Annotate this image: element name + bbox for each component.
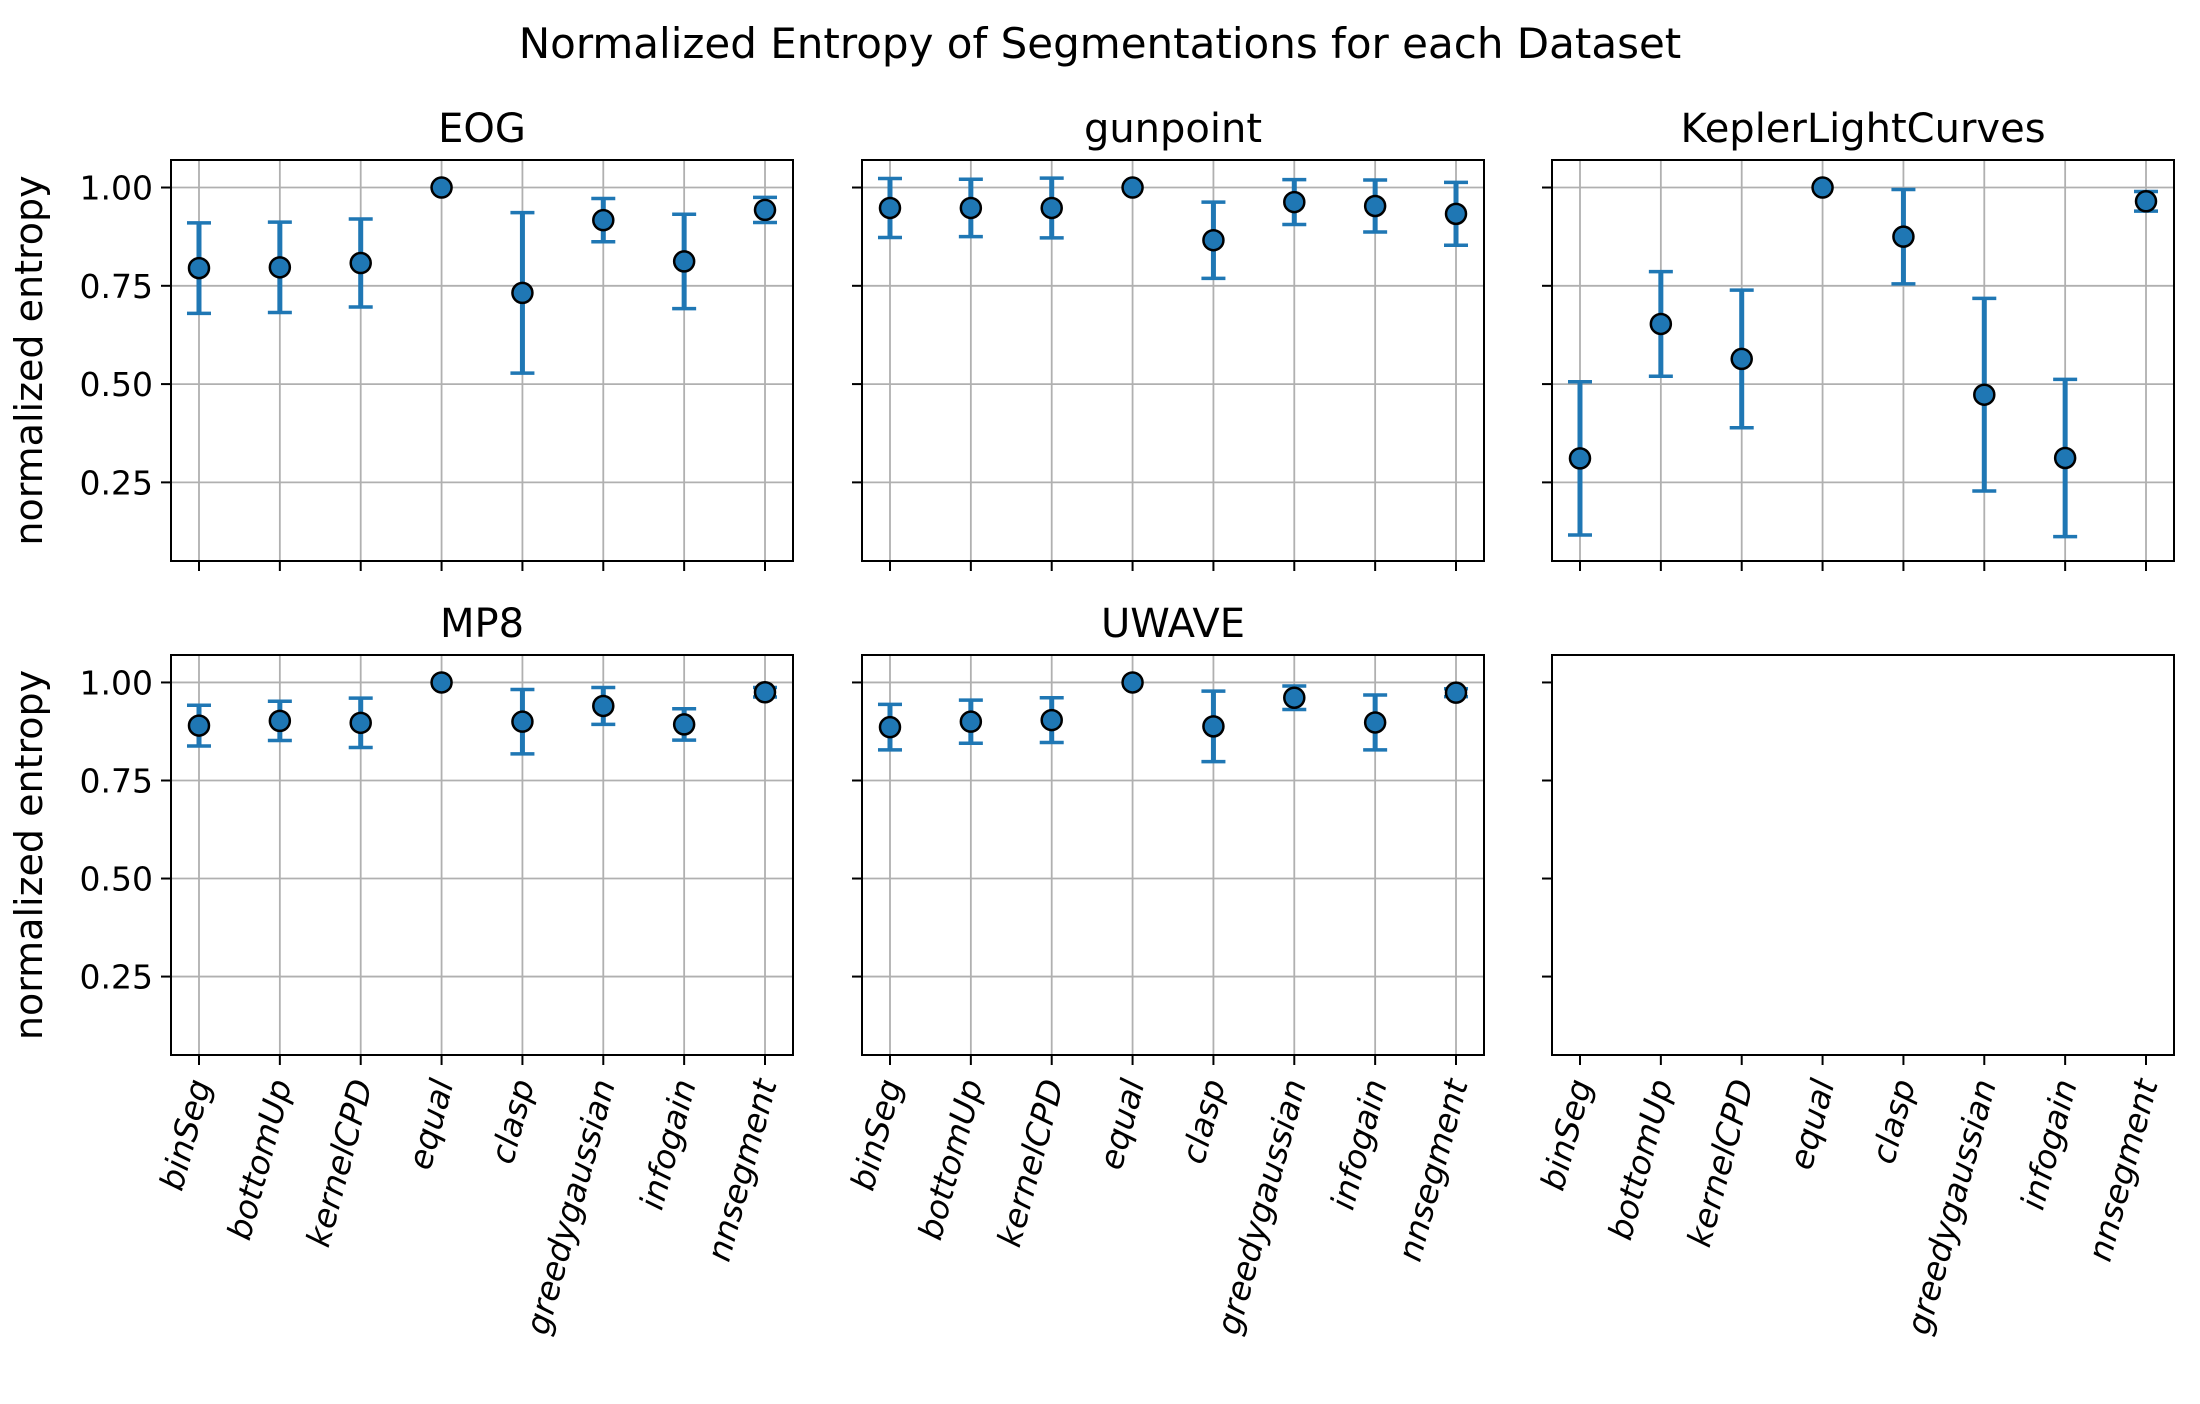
data-point — [187, 714, 211, 737]
subplot-2: gunpoint — [852, 106, 1485, 571]
x-tick-label: equal — [1781, 1075, 1842, 1174]
data-point — [511, 281, 534, 305]
data-point — [1283, 190, 1306, 214]
data-point — [672, 713, 696, 736]
y-tick-label: 0.25 — [80, 958, 153, 997]
data-point — [268, 709, 292, 733]
x-tick-label: kernelCPD — [989, 1075, 1071, 1251]
data-point — [2134, 190, 2158, 213]
axes-frame — [861, 654, 1485, 1056]
data-point — [511, 710, 534, 733]
axes-frame — [170, 654, 794, 1056]
data-point — [1283, 686, 1306, 709]
x-tick-label: bottomUp — [910, 1075, 990, 1244]
x-tick-label: clasp — [1173, 1075, 1233, 1168]
data-point — [592, 694, 615, 718]
data-point — [349, 711, 372, 735]
data-point — [1363, 711, 1387, 734]
x-tick-label: infogain — [632, 1075, 704, 1214]
data-point — [268, 256, 292, 279]
subplot-title: MP8 — [440, 601, 524, 647]
y-axis-label: normalized entropy — [7, 175, 51, 545]
data-point — [878, 715, 902, 739]
data-point — [1444, 202, 1468, 226]
subplot-title: UWAVE — [1101, 601, 1245, 647]
subplot-3: KeplerLightCurves — [1542, 106, 2175, 571]
subplot-title: KeplerLightCurves — [1680, 106, 2045, 152]
data-point — [349, 251, 372, 275]
data-point — [2053, 446, 2077, 470]
data-point — [1202, 715, 1225, 738]
data-point — [1363, 194, 1387, 218]
data-point — [672, 250, 696, 273]
x-tick-label: clasp — [1863, 1075, 1923, 1168]
x-tick-label: binSeg — [152, 1075, 219, 1194]
x-tick-label: binSeg — [1533, 1075, 1600, 1194]
x-tick-label: binSeg — [843, 1075, 910, 1194]
data-point — [430, 176, 453, 199]
data-point — [753, 681, 777, 704]
y-tick-label: 0.25 — [80, 463, 153, 502]
y-tick-label: 0.75 — [80, 761, 153, 800]
axes-frame — [1551, 159, 2175, 562]
axes-frame — [170, 159, 794, 562]
data-point — [753, 198, 777, 222]
data-point — [1568, 447, 1592, 470]
x-tick-label: bottomUp — [219, 1075, 299, 1244]
y-axis-label: normalized entropy — [7, 670, 51, 1040]
data-point — [959, 710, 983, 733]
data-point — [1892, 225, 1915, 248]
data-point — [187, 256, 211, 280]
y-tick-label: 1.00 — [80, 169, 153, 208]
x-tick-label: bottomUp — [1600, 1075, 1680, 1244]
x-tick-label: clasp — [482, 1075, 542, 1168]
data-point — [1202, 228, 1225, 252]
x-tick-label: kernelCPD — [298, 1075, 380, 1251]
x-tick-label: equal — [1091, 1075, 1152, 1174]
x-tick-label: equal — [400, 1075, 461, 1174]
x-tick-label: kernelCPD — [1679, 1075, 1761, 1251]
x-tick-label: infogain — [2013, 1075, 2085, 1214]
data-point — [959, 196, 983, 220]
x-tick-label: nnsegment — [1390, 1074, 1476, 1265]
subplot-title: EOG — [438, 106, 526, 152]
subplot-title: gunpoint — [1084, 106, 1262, 152]
data-point — [1040, 708, 1063, 732]
data-point — [1444, 681, 1468, 704]
data-point — [430, 671, 453, 694]
figure-title: Normalized Entropy of Segmentations for … — [519, 19, 1682, 68]
data-point — [1121, 671, 1144, 694]
data-point — [1973, 383, 1996, 406]
data-point — [1730, 347, 1753, 371]
x-tick-label: nnsegment — [699, 1074, 785, 1265]
data-point — [878, 196, 902, 220]
data-point — [592, 208, 615, 232]
subplot-1: 0.25 0.50 0.75 1.00 normalized entropy EOG — [7, 106, 794, 571]
x-tick-label: nnsegment — [2080, 1074, 2166, 1265]
axes-frame — [1551, 654, 2175, 1056]
data-point — [1121, 176, 1144, 199]
data-point — [1811, 176, 1834, 199]
axes-frame — [861, 159, 1485, 562]
data-point — [1040, 196, 1063, 220]
y-tick-label: 0.50 — [80, 860, 153, 899]
y-tick-label: 0.75 — [80, 267, 153, 306]
data-point — [1649, 312, 1673, 336]
x-tick-label: infogain — [1323, 1075, 1395, 1214]
plots: 0.25 0.50 0.75 1.00 normalized entropy EOG gun… — [7, 106, 2175, 1339]
y-tick-label: 1.00 — [80, 663, 153, 702]
y-tick-label: 0.50 — [80, 365, 153, 404]
